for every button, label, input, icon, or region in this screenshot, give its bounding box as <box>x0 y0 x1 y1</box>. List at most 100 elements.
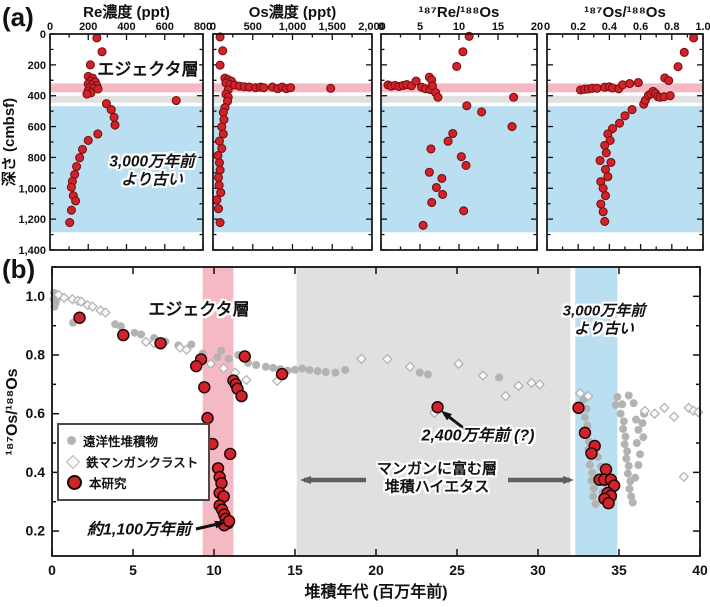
data-point-diamond <box>526 377 537 389</box>
data-point-gray <box>623 469 632 478</box>
data-point-gray <box>305 365 314 374</box>
panel-a-label: (a) <box>2 2 34 32</box>
data-point-gray <box>313 367 322 376</box>
data-point <box>411 76 421 86</box>
data-point-gray <box>618 400 627 409</box>
series-circle <box>73 311 621 532</box>
data-point-gray <box>632 439 641 448</box>
data-point-gray <box>341 365 350 374</box>
data-point <box>218 46 228 56</box>
pelagic-sediment-marker-icon <box>67 436 76 445</box>
data-point-red <box>275 367 289 381</box>
svg-text:0: 0 <box>544 21 550 33</box>
data-point-diamond <box>534 379 545 390</box>
data-point <box>212 195 222 205</box>
data-point-gray <box>291 365 299 374</box>
data-point <box>92 33 102 43</box>
svg-text:25: 25 <box>449 562 465 578</box>
legend-label-pelagic: 遠洋性堆積物 <box>83 435 159 449</box>
annotation-ejecta-layer-a: エジェクタ層 <box>97 59 199 79</box>
annotation-older-line2: より古い <box>121 172 183 189</box>
data-point <box>606 157 616 167</box>
svg-text:10: 10 <box>206 562 222 578</box>
svg-text:Re濃度 (ppt): Re濃度 (ppt) <box>83 3 170 21</box>
svg-text:1,400: 1,400 <box>18 245 46 257</box>
data-point <box>106 105 116 115</box>
depth-profile-2: 0 5 10 15 20 ¹⁸⁷Re/¹⁸⁸Os <box>378 4 543 251</box>
data-point-diamond <box>218 362 229 374</box>
svg-text:0.4: 0.4 <box>26 464 46 480</box>
data-points <box>65 33 181 228</box>
svg-text:500: 500 <box>244 21 262 33</box>
svg-text:0.8: 0.8 <box>26 347 46 363</box>
data-point <box>83 135 93 146</box>
data-point-gray <box>321 368 330 377</box>
arrow-24ma <box>440 410 467 432</box>
data-point-red <box>238 350 251 363</box>
data-point-gray <box>589 492 598 501</box>
data-points <box>383 31 519 230</box>
svg-text:30: 30 <box>530 562 546 578</box>
data-point <box>93 84 103 94</box>
data-point <box>217 143 227 154</box>
data-point-diamond <box>140 336 152 348</box>
data-point <box>592 83 602 93</box>
data-point <box>66 205 76 215</box>
annotation-older-line1: 3,000万年前 <box>109 153 195 171</box>
data-point-red <box>201 411 214 425</box>
data-point <box>93 129 103 139</box>
data-point-gray <box>331 368 340 377</box>
data-point-diamond <box>693 406 704 418</box>
svg-text:0: 0 <box>40 29 46 41</box>
svg-text:2,000: 2,000 <box>358 21 386 33</box>
annotation-arrows <box>195 410 574 531</box>
data-point <box>326 83 336 93</box>
data-point <box>627 105 637 115</box>
svg-text:200: 200 <box>28 60 46 72</box>
data-point <box>215 165 225 175</box>
data-point <box>427 197 437 208</box>
legend-item-femn-crust: 鉄マンガンクラスト <box>65 452 199 471</box>
data-point <box>452 61 462 71</box>
data-point <box>598 207 608 217</box>
annotation-ejecta-layer-b: エジェクタ層 <box>148 299 250 319</box>
data-point <box>75 153 85 163</box>
data-point <box>600 191 611 201</box>
svg-text:0: 0 <box>378 21 384 33</box>
legend-label-femn-crust: 鉄マンガンクラスト <box>86 456 199 470</box>
data-point <box>601 148 611 158</box>
data-point <box>215 60 225 70</box>
data-point-red <box>223 447 237 461</box>
data-point-diamond <box>659 402 670 414</box>
depth-axis-label: 深さ (cmbsf) <box>0 98 18 186</box>
data-point <box>689 33 699 43</box>
data-point-gray <box>224 354 233 363</box>
data-point <box>213 172 224 183</box>
data-point <box>664 76 674 86</box>
data-point-gray <box>261 362 270 371</box>
depth-profile-1: 0 500 1,000 1,500 2,000 Os濃度 (ppt) <box>210 3 386 251</box>
data-point <box>109 112 119 122</box>
data-point-gray <box>625 484 634 493</box>
data-point-gray <box>588 468 597 477</box>
data-point <box>477 107 487 117</box>
annotation-mn-line2: 堆積ハイエタス <box>384 478 490 495</box>
data-point <box>77 144 88 154</box>
data-point-diamond <box>205 358 217 370</box>
data-point-gray <box>137 330 146 339</box>
data-point <box>66 182 76 192</box>
data-point-diamond <box>574 387 586 399</box>
data-point-gray <box>585 461 594 470</box>
data-point <box>101 99 111 109</box>
svg-text:600: 600 <box>156 21 174 33</box>
svg-text:1,000: 1,000 <box>279 21 307 33</box>
data-point-diamond <box>58 292 70 304</box>
svg-text:0.6: 0.6 <box>633 21 648 33</box>
data-point-gray <box>634 425 643 434</box>
svg-text:1,000: 1,000 <box>18 183 46 195</box>
data-point-red <box>235 389 248 403</box>
data-point <box>426 144 436 154</box>
data-point-red <box>73 311 86 324</box>
